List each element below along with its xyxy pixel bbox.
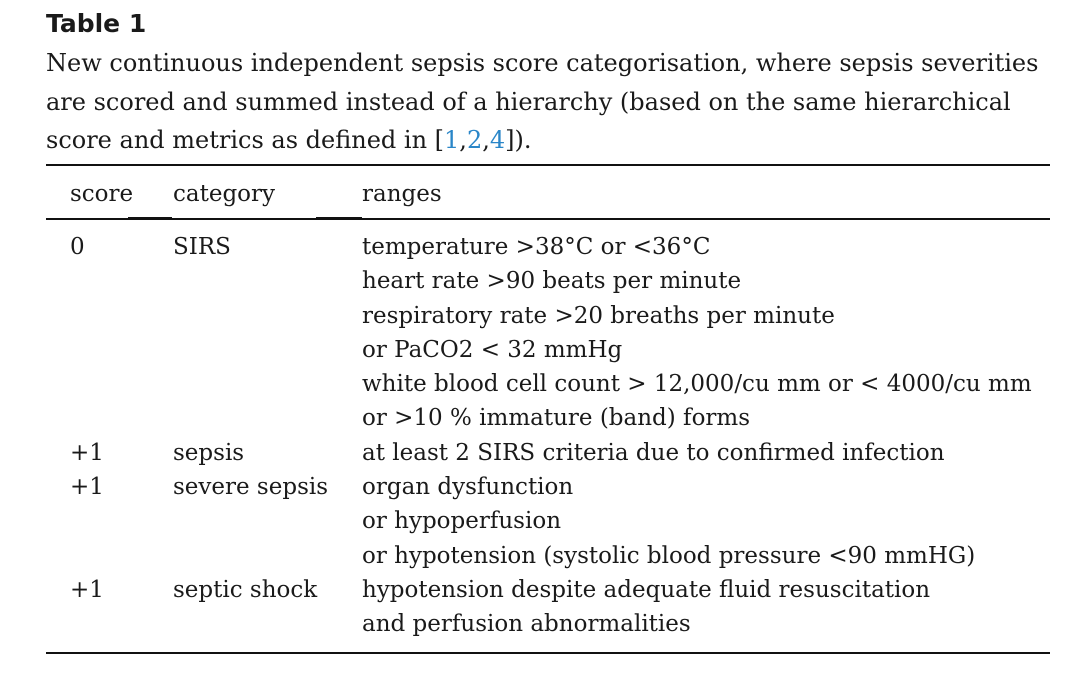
cell-score: +1 [70, 474, 104, 501]
header-underline-score [128, 217, 172, 219]
table-label: Table 1 [46, 9, 147, 38]
range-line: and perfusion abnormalities [362, 611, 691, 638]
range-line: at least 2 SIRS criteria due to confirme… [362, 439, 945, 466]
range-line: or hypotension (systolic blood pressure … [362, 542, 976, 569]
header-category: category [173, 181, 276, 207]
cell-ranges: temperature >38°C or <36°C heart rate >9… [362, 230, 1050, 436]
range-line: hypotension despite adequate fluid resus… [362, 576, 931, 603]
cell-ranges: organ dysfunction or hypoperfusion or hy… [362, 470, 1050, 573]
range-line: respiratory rate >20 breaths per minute [362, 302, 835, 329]
range-line: temperature >38°C or <36°C [362, 234, 711, 260]
cell-category: sepsis [173, 439, 245, 466]
cell-category: SIRS [173, 234, 231, 260]
cell-score: +1 [70, 439, 104, 466]
table-row: +1 septic shock hypotension despite adeq… [46, 573, 1050, 642]
range-line: or >10 % immature (band) forms [362, 405, 751, 432]
caption-text: ]). [505, 126, 532, 154]
table-caption: New continuous independent sepsis score … [46, 44, 1052, 160]
table-row: 0 SIRS temperature >38°C or <36°C heart … [46, 230, 1050, 436]
cell-score: 0 [70, 234, 85, 260]
table-row: +1 severe sepsis organ dysfunction or hy… [46, 470, 1050, 573]
range-line: heart rate >90 beats per minute [362, 268, 742, 295]
table-figure: Table 1 New continuous independent sepsi… [46, 6, 1052, 160]
caption-separator: , [459, 126, 467, 154]
caption-line: New continuous independent sepsis score … [46, 49, 1039, 77]
caption-line: score and metrics as defined in [1,2,4])… [46, 121, 1052, 160]
cell-category: septic shock [173, 576, 318, 603]
header-underline-category [316, 217, 362, 219]
citation-link-4[interactable]: 4 [489, 126, 506, 154]
table-row: +1 sepsis at least 2 SIRS criteria due t… [46, 436, 1050, 470]
cell-ranges: at least 2 SIRS criteria due to confirme… [362, 436, 1050, 470]
top-rule [46, 164, 1050, 166]
cell-ranges: hypotension despite adequate fluid resus… [362, 573, 1050, 642]
bottom-rule [46, 651, 1050, 654]
data-table: score category ranges 0 SIRS temperature… [46, 164, 1050, 654]
caption-line: are scored and summed instead of a hiera… [46, 87, 1011, 116]
range-line: white blood cell count > 12,000/cu mm or… [362, 371, 1032, 398]
cell-category: severe sepsis [173, 474, 329, 501]
table-header-row: score category ranges [46, 166, 1050, 219]
range-line: or PaCO2 < 32 mmHg [362, 336, 623, 363]
cell-score: +1 [70, 576, 104, 603]
citation-link-1[interactable]: 1 [444, 126, 460, 154]
header-rule [46, 218, 1050, 220]
citation-link-2[interactable]: 2 [466, 126, 483, 154]
table-body: 0 SIRS temperature >38°C or <36°C heart … [46, 220, 1050, 652]
header-ranges: ranges [362, 181, 442, 207]
caption-separator: , [482, 126, 490, 154]
header-score: score [70, 181, 134, 207]
caption-text: score and metrics as defined in [ [46, 126, 445, 154]
range-line: organ dysfunction [362, 474, 574, 501]
range-line: or hypoperfusion [362, 508, 562, 535]
